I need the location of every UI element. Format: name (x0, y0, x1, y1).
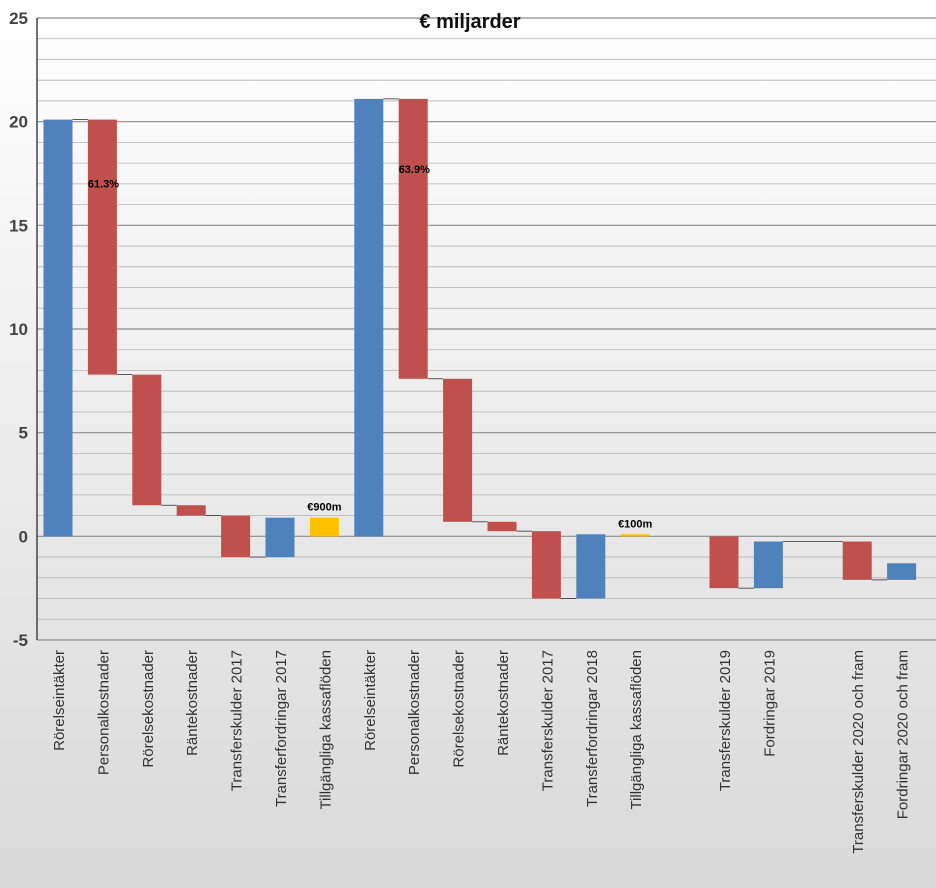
data-label: 61.3% (88, 178, 119, 190)
axes: -5 0 5 10 15 20 25 (9, 9, 38, 650)
bar (309, 517, 339, 537)
data-label: €900m (307, 502, 341, 514)
bar (487, 521, 517, 532)
category-label: Fordringar 2019 (761, 650, 778, 757)
category-label: Räntekostnader (495, 650, 512, 756)
connector-lines (72, 98, 888, 599)
bar (709, 536, 739, 589)
category-label: Transferskulder 2017 (229, 650, 246, 791)
data-label: 63.9% (399, 164, 430, 176)
bar (842, 541, 872, 580)
bar (753, 541, 783, 589)
category-label: Rörelseintäkter (51, 650, 68, 751)
bar (176, 505, 206, 516)
category-label: Personalkostnader (406, 650, 423, 775)
category-label: Transferfordringar 2018 (584, 650, 601, 807)
y-tick-label: 10 (9, 320, 28, 339)
bars (43, 98, 917, 599)
bar (354, 98, 384, 537)
bar (221, 515, 251, 558)
y-tick-label: 15 (9, 216, 28, 235)
bar (620, 534, 650, 537)
labels: 61.3% €900m 63.9% €100m Rörelseintäkter Perso… (51, 164, 912, 854)
bar (398, 98, 428, 379)
y-tick-label: 0 (19, 527, 28, 546)
category-label: Rörelseintäkter (362, 650, 379, 751)
bar (531, 531, 561, 599)
category-label: Personalkostnader (95, 650, 112, 775)
bar (576, 534, 606, 599)
category-label: Tillgängliga kassaflöden (317, 650, 334, 810)
bar (43, 119, 73, 537)
chart-title: € miljarder (419, 11, 520, 33)
category-label: Tillgängliga kassaflöden (628, 650, 645, 810)
category-label: Rörelsekostnader (140, 650, 157, 768)
category-label: Transferfordringar 2017 (273, 650, 290, 807)
category-label: Fordringar 2020 och fram (895, 650, 912, 819)
y-tick-label: 5 (19, 424, 28, 443)
bar (87, 119, 117, 375)
y-tick-label: -5 (13, 631, 28, 650)
category-label: Transferskulder 2019 (717, 650, 734, 791)
bar (132, 374, 162, 506)
grid-lines (37, 17, 936, 641)
category-label: Räntekostnader (184, 650, 201, 756)
data-label: €100m (618, 518, 652, 530)
category-label: Transferskulder 2017 (539, 650, 556, 791)
bar (265, 517, 295, 558)
bar (443, 378, 473, 522)
category-label: Transferskulder 2020 och fram (850, 650, 867, 854)
category-label: Rörelsekostnader (451, 650, 468, 768)
y-tick-label: 25 (9, 9, 28, 28)
bar (887, 563, 917, 580)
y-tick-label: 20 (9, 113, 28, 132)
